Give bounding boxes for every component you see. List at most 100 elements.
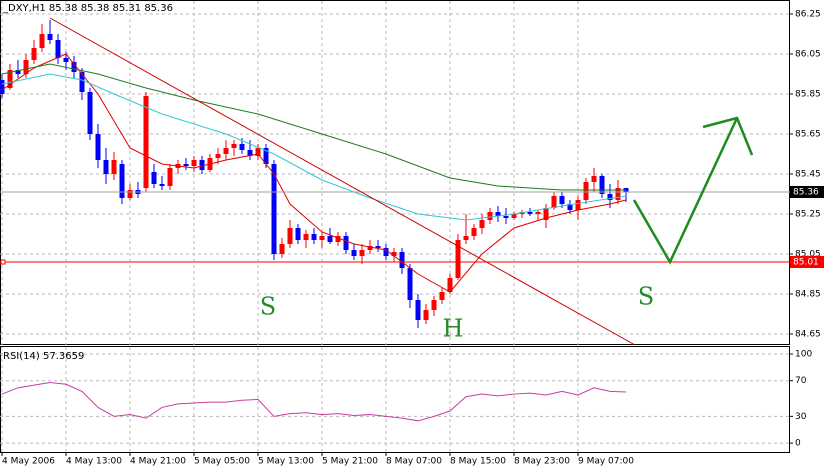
candle-body	[143, 96, 149, 188]
y-tick-label: 30	[795, 412, 807, 422]
candle-body	[47, 34, 53, 40]
candle-body	[575, 200, 581, 210]
y-tick-label: 84.65	[795, 330, 821, 340]
annotation: S	[638, 283, 654, 311]
candle-body	[223, 148, 229, 154]
candle-body	[503, 216, 509, 218]
candle-body	[311, 234, 317, 240]
candle-body	[431, 300, 437, 310]
candle-body	[479, 220, 485, 228]
level-marker	[0, 259, 6, 265]
candle-body	[591, 176, 597, 182]
candle-body	[567, 204, 573, 210]
main-panel	[0, 0, 790, 345]
candle-body	[31, 48, 37, 60]
candle-body	[295, 228, 301, 240]
candle-body	[15, 70, 21, 74]
candle-body	[71, 62, 77, 72]
candle-body	[511, 214, 517, 218]
candle-body	[239, 144, 245, 150]
candle-body	[151, 172, 157, 184]
forecast-arrow	[632, 117, 739, 265]
y-tick-label: 0	[795, 439, 801, 449]
y-tick-label: 85.65	[795, 130, 821, 140]
candle-body	[279, 244, 285, 254]
rsi-line	[1, 381, 627, 422]
rsi-panel	[0, 346, 790, 453]
candle-body	[327, 236, 333, 242]
candle-body	[159, 184, 165, 186]
candle-body	[599, 176, 605, 194]
y-tick-label: 70	[795, 376, 807, 386]
candle-body	[343, 236, 349, 250]
level-label: 85.01	[793, 258, 819, 268]
candle-body	[527, 212, 533, 214]
candle-body	[391, 252, 397, 256]
candle-body	[79, 72, 85, 92]
x-tick-label: 8 May 15:00	[450, 457, 506, 467]
y-tick-label: 84.85	[795, 290, 821, 300]
candle-body	[367, 246, 373, 250]
candle-body	[103, 160, 109, 174]
candle-body	[55, 40, 61, 58]
candle-body	[383, 248, 389, 256]
candle-body	[95, 134, 101, 160]
candle-body	[87, 92, 93, 134]
candle-body	[439, 292, 445, 300]
moving-average	[1, 63, 626, 191]
level-label-box	[790, 186, 824, 198]
x-tick-label: 8 May 23:00	[514, 457, 570, 467]
chart-title: _DXY,H1 85.38 85.38 85.31 85.36	[2, 3, 173, 14]
candle-body	[471, 228, 477, 236]
candle-body	[231, 144, 237, 148]
x-tick-label: 9 May 07:00	[578, 457, 634, 467]
y-tick-label: 85.85	[795, 90, 821, 100]
candle-body	[415, 300, 421, 320]
candle-body	[287, 228, 293, 244]
moving-average	[1, 53, 627, 293]
candle-body	[23, 60, 29, 74]
candle-body	[191, 160, 197, 166]
candle-body	[359, 250, 365, 256]
x-tick-label: 4 May 21:00	[130, 457, 186, 467]
candle-body	[487, 212, 493, 220]
moving-average	[1, 73, 627, 221]
candle-body	[255, 148, 261, 156]
candle-body	[607, 194, 613, 200]
candle-body	[247, 150, 253, 156]
candle-body	[335, 236, 341, 242]
candle-body	[119, 164, 125, 198]
x-tick-label: 5 May 05:00	[194, 457, 250, 467]
y-tick-label: 86.05	[795, 50, 821, 60]
candle-body	[0, 80, 5, 94]
annotation: H	[443, 315, 464, 343]
arrow-head	[702, 116, 754, 156]
x-tick-label: 8 May 07:00	[386, 457, 442, 467]
trend-line	[49, 17, 636, 346]
y-tick-label: 86.25	[795, 10, 821, 20]
candle-body	[127, 190, 133, 198]
candle-body	[111, 160, 117, 174]
rsi-title: RSI(14) 57.3659	[3, 351, 84, 362]
candle-body	[535, 212, 541, 214]
x-tick-label: 5 May 13:00	[258, 457, 314, 467]
candle-body	[351, 250, 357, 256]
candle-body	[215, 154, 221, 158]
candle-body	[319, 236, 325, 240]
candle-body	[183, 164, 189, 166]
annotation: S	[260, 293, 276, 321]
candle-body	[407, 268, 413, 300]
candle-body	[455, 240, 461, 278]
y-tick-label: 85.45	[795, 170, 821, 180]
candle-body	[583, 182, 589, 200]
candle-body	[167, 168, 173, 186]
x-tick-label: 4 May 2006	[2, 457, 55, 467]
candle-body	[615, 188, 621, 200]
y-tick-label: 85.05	[795, 250, 821, 260]
candle-body	[559, 196, 565, 204]
candle-body	[63, 58, 69, 62]
y-tick-label: 100	[795, 349, 812, 359]
candle-body	[271, 164, 277, 254]
candle-body	[463, 236, 469, 240]
